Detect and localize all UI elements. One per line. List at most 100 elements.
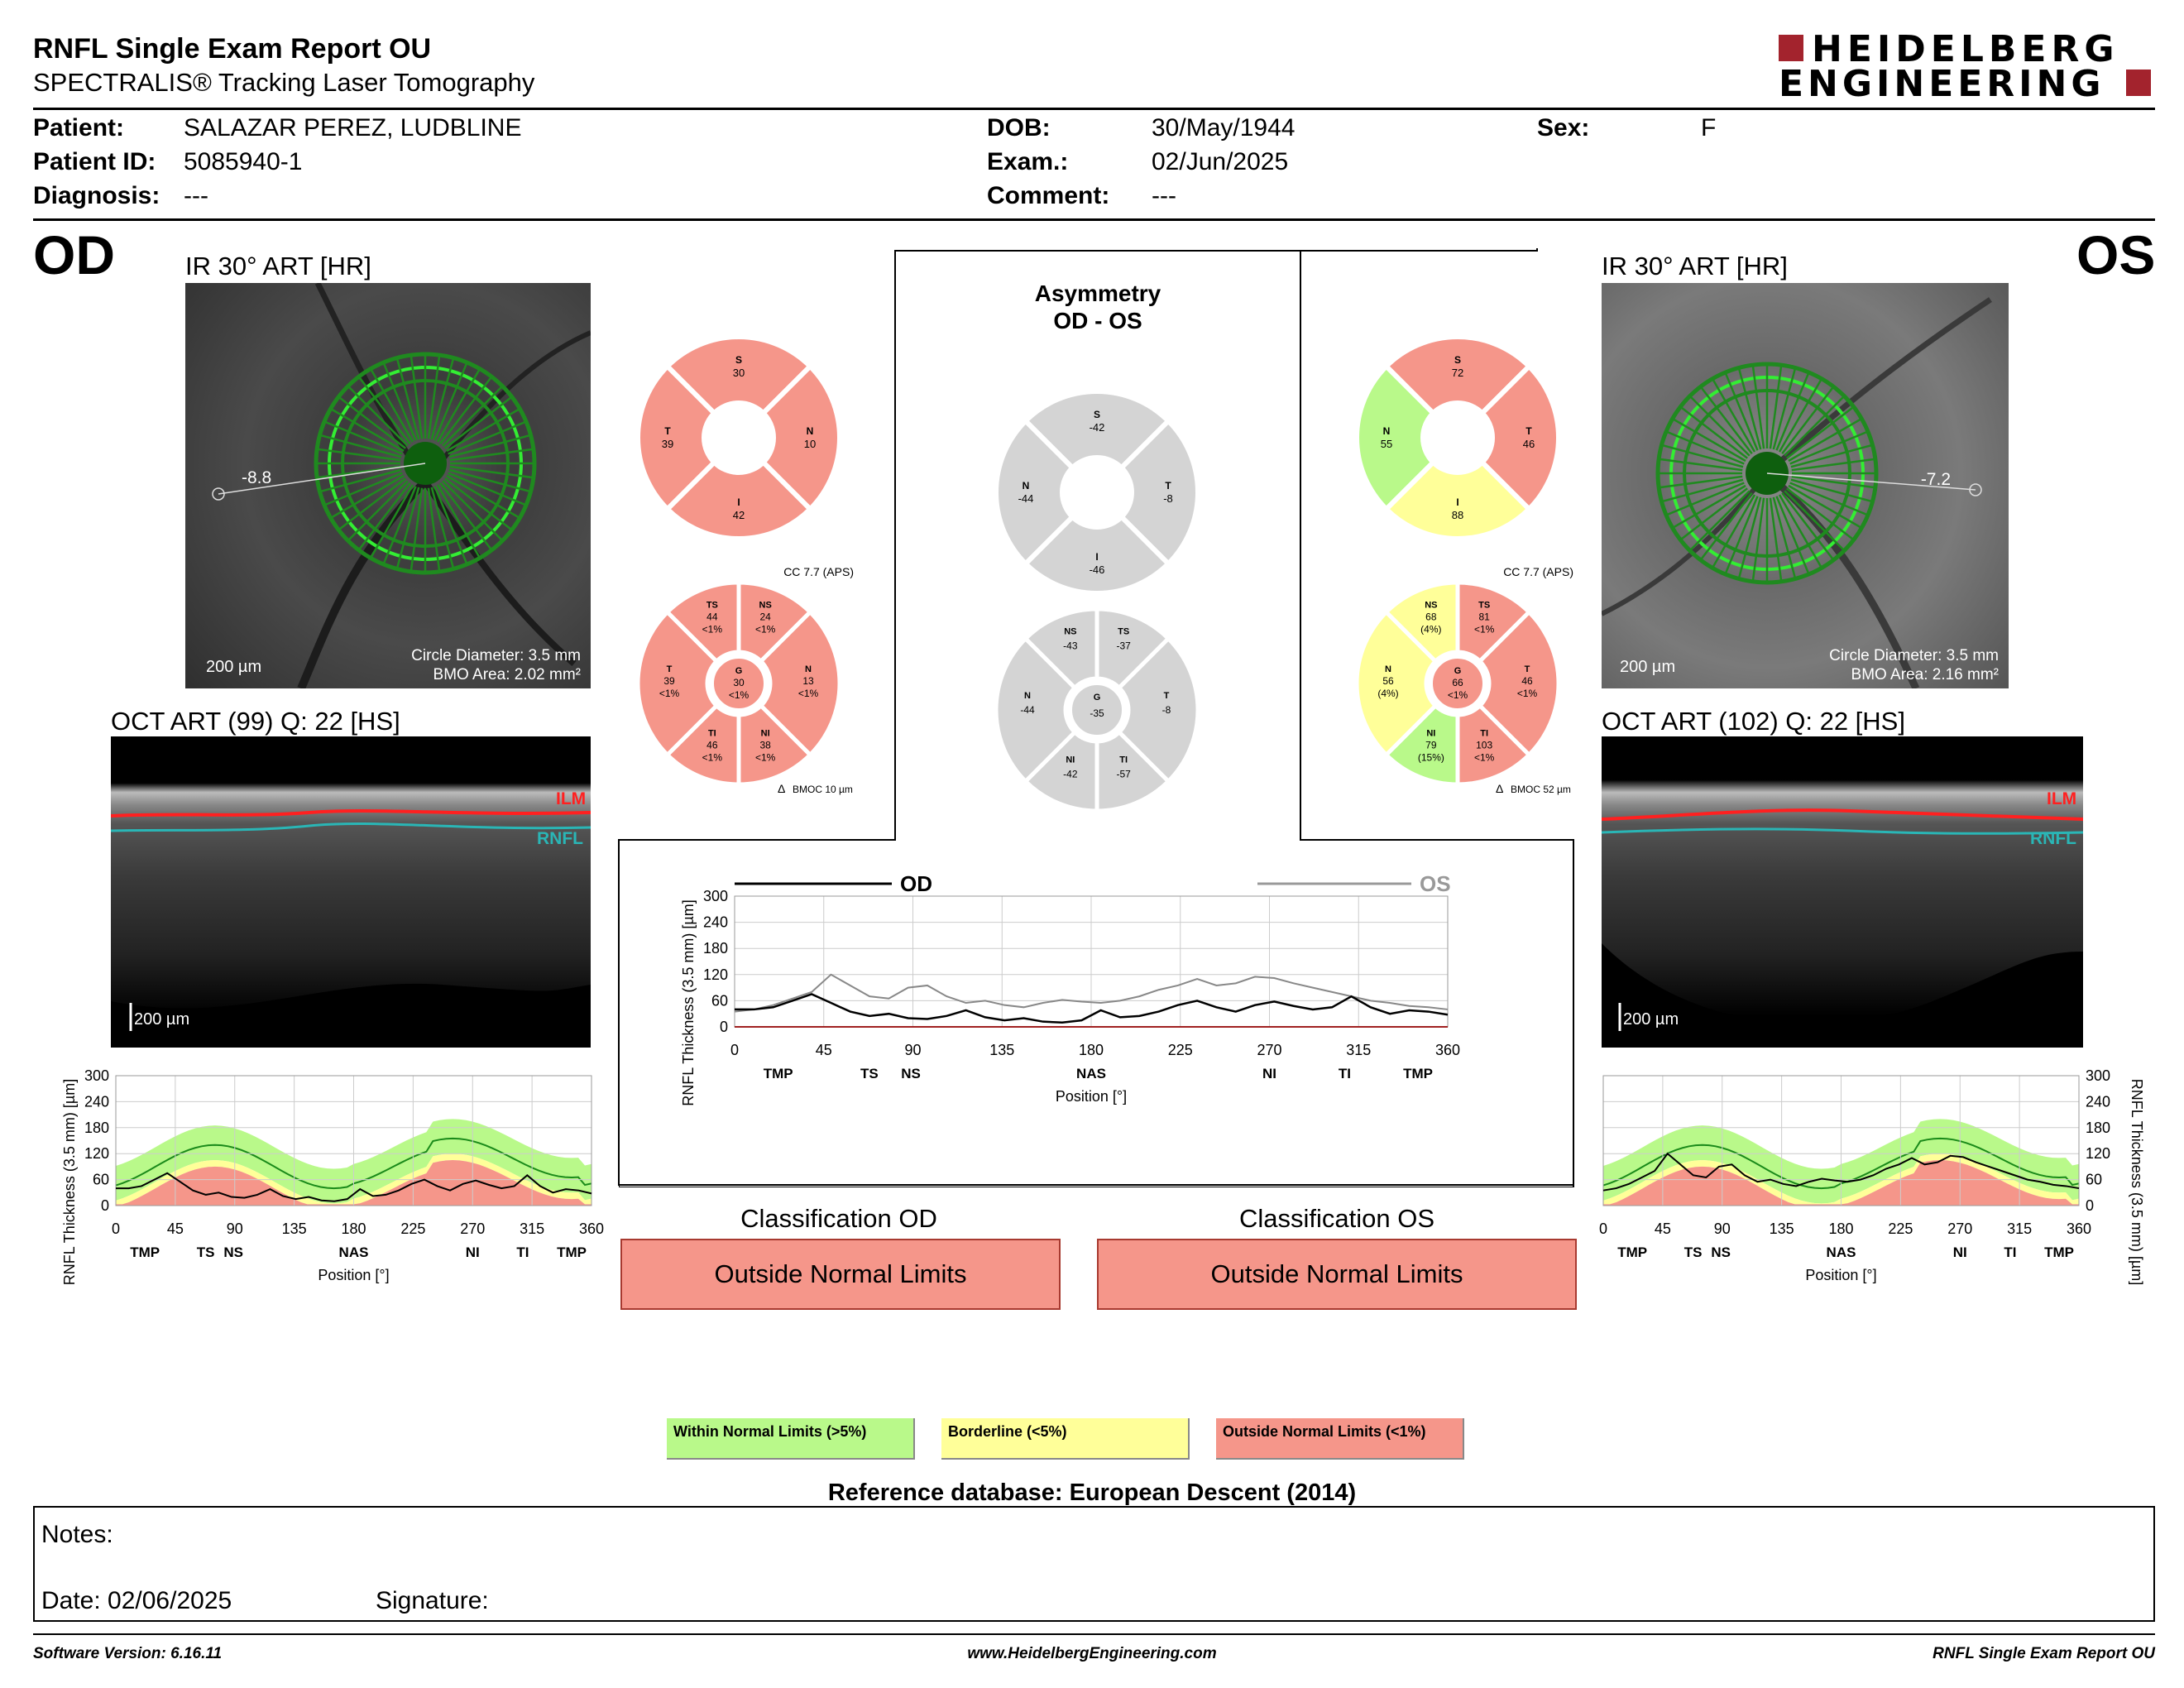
od-ir-fundus-image: -8.8 200 µm Circle Diameter: 3.5 mm BMO … <box>185 283 591 688</box>
asym-quadrant-label-s: S <box>1094 409 1100 420</box>
os-chart-x-tick: 0 <box>1599 1220 1607 1237</box>
cmp-chart-x-axis-label: Position [°] <box>1056 1088 1127 1105</box>
od-ir-scale: 200 µm <box>206 658 261 676</box>
os-quadrant-value-n: 55 <box>1381 438 1392 450</box>
od-quadrant-label-t: T <box>664 425 671 437</box>
od-oct-bscan-image: ILM RNFL 200 µm <box>111 736 591 1048</box>
asym-quadrant-value-n: -44 <box>1018 492 1034 505</box>
cmp-chart-x-tick: 0 <box>730 1042 739 1058</box>
os-ir-circle-diameter: Circle Diameter: 3.5 mm <box>1829 647 1999 664</box>
patient-rule <box>33 218 2155 221</box>
od-chart-x-tick: 90 <box>227 1220 243 1237</box>
os-quadrant-i <box>1382 458 1533 541</box>
od-ir-circle-diameter: Circle Diameter: 3.5 mm <box>411 647 581 664</box>
asym-sector-value-ni: -42 <box>1063 769 1078 780</box>
od-quadrant-value-i: 42 <box>733 509 745 521</box>
od-sector-pct-g: <1% <box>729 689 750 701</box>
od-ir-offset: -8.8 <box>242 468 271 487</box>
od-sector-label-ts: TS <box>706 600 718 610</box>
dob-value: 30/May/1944 <box>1152 114 1296 141</box>
od-sector-pct-ns: <1% <box>755 623 776 635</box>
cmp-chart-x-tick: 315 <box>1346 1042 1371 1058</box>
os-sector-value-t: 46 <box>1521 675 1533 687</box>
patient-value: SALAZAR PEREZ, LUDBLINE <box>184 114 522 141</box>
asym-sector-ts <box>1094 607 1171 691</box>
os-sector-pct-t: <1% <box>1517 688 1538 699</box>
cmp-chart-y-axis-label: RNFL Thickness (3.5 mm) [µm] <box>680 899 697 1105</box>
od-chart-sector-axis-label: TS <box>197 1244 215 1260</box>
diagnosis-value: --- <box>184 182 208 209</box>
asym-quadrant-label-i: I <box>1095 551 1098 563</box>
comment-value: --- <box>1152 182 1176 209</box>
od-chart-x-tick: 180 <box>341 1220 366 1237</box>
asym-sector-label-ts: TS <box>1118 626 1129 636</box>
sex-label: Sex: <box>1537 114 1590 141</box>
os-ir-bmo-area: BMO Area: 2.16 mm² <box>1851 666 1999 683</box>
footer-url[interactable]: www.HeidelbergEngineering.com <box>967 1645 1217 1662</box>
header-rule <box>33 108 2155 110</box>
asym-sector-diagram: TS -37 T -8 TI -57 NI -42 N -44 NS -43 G -35 <box>994 607 1200 813</box>
cmp-chart-y-tick: 120 <box>703 966 728 983</box>
od-bmoc-label: BMOC 10 µm <box>793 784 853 795</box>
notes-signature: Signature: <box>376 1587 489 1614</box>
od-chart-x-axis-label: Position [°] <box>318 1267 389 1283</box>
asym-sector-t <box>1116 635 1200 784</box>
os-sector-ti <box>1455 703 1532 787</box>
os-sector-pct-ni: (15%) <box>1418 752 1444 764</box>
od-sector-label-ni: NI <box>761 729 770 739</box>
asym-sector-label-g: G <box>1094 693 1101 703</box>
od-sector-value-ti: 46 <box>706 740 718 751</box>
os-ir-overlay: -7.2 200 µm Circle Diameter: 3.5 mm BMO … <box>1602 297 1999 688</box>
os-chart-x-tick: 225 <box>1888 1220 1913 1237</box>
notes-box: Notes: Date: 02/06/2025 Signature: <box>33 1506 2155 1622</box>
od-sector-ni <box>736 703 813 787</box>
asym-sector-label-n: N <box>1024 691 1031 701</box>
dob-label: DOB: <box>987 114 1051 141</box>
od-cc-label: CC 7.7 (APS) <box>783 565 854 578</box>
os-chart-x-tick: 90 <box>1714 1220 1731 1237</box>
asym-quadrant-diagram: S-42 T-8 I-46 N-44 <box>994 389 1200 596</box>
os-chart-sector-axis-label: TMP <box>1617 1244 1647 1260</box>
asym-sector-ti <box>1094 729 1171 813</box>
od-chart-sector-axis-label: NAS <box>339 1244 369 1260</box>
os-sector-label-g: G <box>1454 666 1462 676</box>
os-ilm-label: ILM <box>2047 789 2076 808</box>
os-sector-g <box>1430 655 1486 712</box>
od-chart-y-tick: 120 <box>84 1145 109 1162</box>
asym-sector-value-n: -44 <box>1020 704 1035 716</box>
od-chart-x-tick: 270 <box>460 1220 485 1237</box>
od-sector-g <box>711 655 767 712</box>
od-chart-x-tick: 0 <box>112 1220 120 1237</box>
os-oct-overlay: ILM RNFL 200 µm <box>1602 789 2083 1048</box>
od-sector-diagram: NS24<1%N13<1%NI38<1%TI46<1%T39<1%TS44<1%… <box>635 580 842 787</box>
os-chart-y-axis-label: RNFL Thickness (3.5 mm) [µm] <box>2129 1079 2145 1285</box>
cmp-chart-x-tick: 90 <box>904 1042 921 1058</box>
os-quadrant-label-n: N <box>1383 425 1391 437</box>
os-bmoc-label: BMOC 52 µm <box>1511 784 1571 795</box>
od-sector-value-t: 39 <box>663 675 675 687</box>
os-rnfl-label: RNFL <box>2030 829 2076 848</box>
os-sector-label-ni: NI <box>1426 729 1435 739</box>
od-sector-pct-n: <1% <box>798 688 819 699</box>
cmp-chart-x-tick: 225 <box>1168 1042 1193 1058</box>
brand-logo: HEIDELBERG ENGINEERING <box>1779 28 2159 105</box>
os-sector-label-ts: TS <box>1478 600 1490 610</box>
cmp-chart-x-tick: 360 <box>1435 1042 1460 1058</box>
os-quadrant-label-s: S <box>1454 354 1461 366</box>
os-cc-label: CC 7.7 (APS) <box>1503 565 1573 578</box>
os-eye-label: OS <box>2076 224 2156 285</box>
od-quadrant-label-s: S <box>735 354 742 366</box>
od-sector-value-g: 30 <box>733 677 745 688</box>
os-sector-pct-n: (4%) <box>1377 688 1398 699</box>
od-profile-chart: 0 60 120 180 240 300 0 45 90 135 180 225 270 315 360 TM… <box>61 1067 604 1285</box>
os-chart-y-tick: 120 <box>2086 1145 2110 1162</box>
os-sector-value-ni: 79 <box>1425 740 1437 751</box>
od-quadrant-value-s: 30 <box>733 367 745 379</box>
asym-quadrant-label-t: T <box>1165 480 1171 492</box>
cmp-chart-sector-axis-label: TMP <box>764 1066 793 1081</box>
os-oct-caption: OCT ART (102) Q: 22 [HS] <box>1602 707 1905 736</box>
od-chart-sector-axis-label: TI <box>516 1244 529 1260</box>
od-sector-ts <box>664 580 741 664</box>
od-chart-x-tick: 45 <box>167 1220 184 1237</box>
